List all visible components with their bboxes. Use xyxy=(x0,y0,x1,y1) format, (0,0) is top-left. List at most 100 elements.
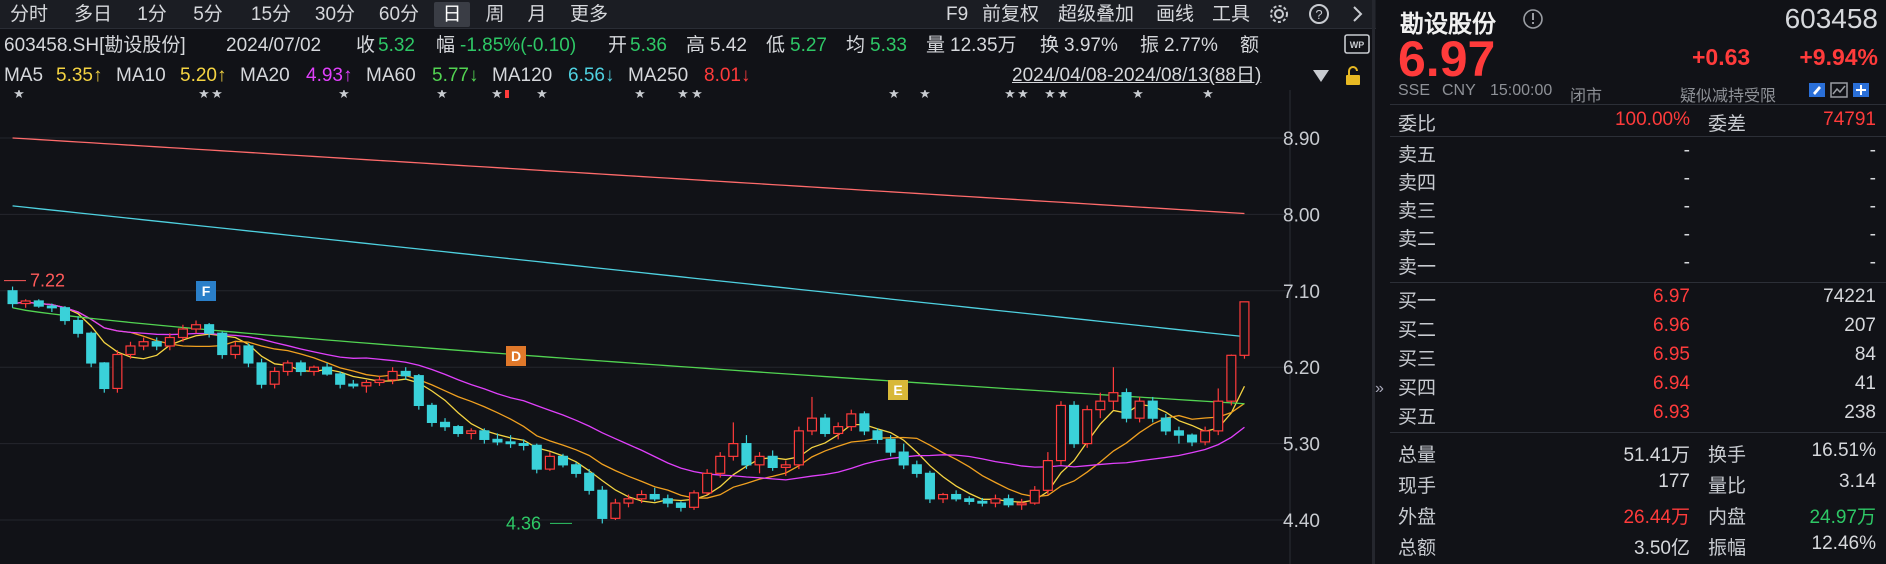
chevron-right-icon[interactable] xyxy=(1346,3,1368,25)
candle-down xyxy=(924,472,935,500)
ma120-value: 6.56↓ xyxy=(568,65,615,86)
market-tag: SSE xyxy=(1398,82,1431,99)
ask-level-price: - xyxy=(1683,252,1690,273)
candle-down xyxy=(348,383,359,387)
help-icon[interactable]: ? xyxy=(1308,3,1330,25)
star-icon: ★ xyxy=(1044,90,1056,102)
bid-level-price: 6.93 xyxy=(1653,402,1690,423)
panel-divider[interactable] xyxy=(1372,0,1375,564)
ma60-value: 5.77↓ xyxy=(432,65,479,86)
ma250-value: 8.01↓ xyxy=(704,65,751,86)
period-tab-30min[interactable]: 30分 xyxy=(314,4,356,25)
event-marker xyxy=(888,380,908,400)
outer-volume-value: 26.44万 xyxy=(1623,507,1690,528)
period-tab-fenshi[interactable]: 分时 xyxy=(9,4,48,25)
super-overlay-button[interactable]: 超级叠加 xyxy=(1058,4,1135,25)
date-range-selector[interactable]: 2024/04/08-2024/08/13(88日) xyxy=(1012,65,1262,86)
y-tick-label: 4.40 xyxy=(1283,511,1320,532)
ask-level-volume: - xyxy=(1869,196,1876,217)
star-icon: ★ xyxy=(13,90,25,102)
high-price-label: 7.22 xyxy=(30,271,65,291)
wp-toggle-icon[interactable]: WP xyxy=(1344,34,1370,56)
open-label: 开 xyxy=(608,35,628,56)
period-tab-15min[interactable]: 15分 xyxy=(250,4,292,25)
volume-ratio-value: 3.14 xyxy=(1839,471,1876,492)
gear-icon[interactable] xyxy=(1268,3,1290,25)
ma-line-ma5 xyxy=(12,301,1246,504)
draw-line-button[interactable]: 画线 xyxy=(1156,4,1195,25)
ma5-label: MA5 xyxy=(4,65,44,86)
avg-value: 5.33 xyxy=(870,35,907,56)
bid-level-label: 买一 xyxy=(1398,291,1437,312)
lock-icon[interactable] xyxy=(1344,66,1362,86)
period-tab-1min[interactable]: 1分 xyxy=(137,4,167,25)
total-amount-label: 总额 xyxy=(1398,538,1437,559)
candle-down xyxy=(531,444,542,470)
candle-down xyxy=(911,464,922,474)
ask-level-label: 卖五 xyxy=(1398,145,1437,166)
period-tab-week[interactable]: 周 xyxy=(485,4,505,25)
adjust-forward-button[interactable]: 前复权 xyxy=(982,4,1040,25)
period-tab-more[interactable]: 更多 xyxy=(569,4,608,25)
star-icon: ★ xyxy=(338,90,350,102)
amplitude-value: 2.77% xyxy=(1164,35,1218,56)
bid-level-price: 6.97 xyxy=(1653,286,1690,307)
high-value: 5.42 xyxy=(710,35,747,56)
separator xyxy=(1390,432,1886,433)
candle-up xyxy=(282,362,293,373)
triangle-down-icon[interactable] xyxy=(1312,69,1330,83)
tools-button[interactable]: 工具 xyxy=(1212,4,1251,25)
candle-up xyxy=(1200,430,1211,443)
turnover-value: 3.97% xyxy=(1064,35,1118,56)
period-tab-60min[interactable]: 60分 xyxy=(378,4,420,25)
candle-up xyxy=(1016,502,1027,506)
ask-level-price: - xyxy=(1683,168,1690,189)
ma5-value: 5.35↑ xyxy=(56,65,103,86)
quote-info-row: 603458.SH[勘设股份] 2024/07/02 收 5.32 幅 -1.8… xyxy=(0,30,1376,62)
expand-panel-icon[interactable]: » xyxy=(1375,380,1384,397)
chart-small-icon[interactable] xyxy=(1830,82,1848,98)
candle-up xyxy=(361,381,372,387)
candle-up xyxy=(466,430,477,435)
period-tab-month[interactable]: 月 xyxy=(527,4,547,25)
candle-down xyxy=(256,362,267,385)
weicha-label: 委差 xyxy=(1708,114,1747,135)
candle-down xyxy=(820,417,831,435)
avg-label: 均 xyxy=(846,35,866,56)
period-tab-5min[interactable]: 5分 xyxy=(193,4,223,25)
f9-button[interactable]: F9 xyxy=(946,4,969,25)
ma10-value: 5.20↑ xyxy=(180,65,227,86)
candle-down xyxy=(597,489,608,519)
candle-down xyxy=(151,341,162,347)
chart-grid xyxy=(0,90,1291,564)
candle-up xyxy=(793,430,804,466)
candle-down xyxy=(505,441,516,445)
candle-up xyxy=(636,493,647,500)
low-label: 低 xyxy=(766,35,786,56)
candle-up xyxy=(833,426,844,435)
edit-icon[interactable] xyxy=(1808,82,1826,98)
weicha-value: 74791 xyxy=(1823,109,1876,130)
period-tab-day[interactable]: 日 xyxy=(434,2,470,27)
candle-up xyxy=(125,345,136,356)
candle-down xyxy=(662,498,673,504)
inner-volume-value: 24.97万 xyxy=(1809,507,1876,528)
info-icon[interactable] xyxy=(1522,8,1544,30)
event-marker-label: E xyxy=(893,382,902,398)
outer-volume-label: 外盘 xyxy=(1398,507,1437,528)
bid-level-volume: 41 xyxy=(1854,373,1876,394)
current-hand-label: 现手 xyxy=(1398,476,1437,497)
add-icon[interactable] xyxy=(1852,82,1870,98)
star-icon: ★ xyxy=(491,90,503,102)
candle-down xyxy=(73,319,84,334)
candle-down xyxy=(7,290,18,305)
bid-level-label: 买二 xyxy=(1398,320,1437,341)
candle-down xyxy=(322,366,333,375)
candle-up xyxy=(623,498,634,504)
candle-down xyxy=(243,345,254,364)
star-icon: ★ xyxy=(691,90,703,102)
close-value: 5.32 xyxy=(378,35,415,56)
period-tab-multiday[interactable]: 多日 xyxy=(73,4,112,25)
candle-up xyxy=(544,455,555,470)
